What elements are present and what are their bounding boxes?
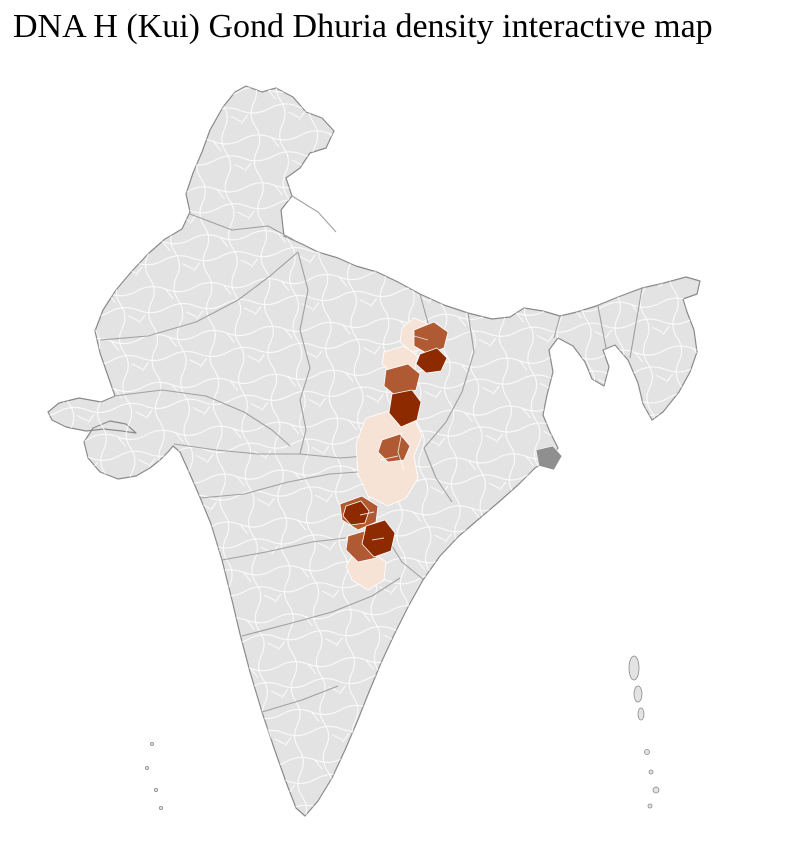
page-title: DNA H (Kui) Gond Dhuria density interact…: [13, 8, 713, 45]
highlight-district-borders: [359, 335, 429, 541]
districts-density-dark[interactable]: [342, 347, 448, 558]
lakshadweep-islands[interactable]: [144, 742, 163, 811]
andaman-nicobar-islands[interactable]: [628, 655, 660, 809]
districts-density-medium[interactable]: [339, 321, 449, 563]
bengal-delta-district[interactable]: [535, 445, 563, 471]
density-highlights: [339, 317, 449, 591]
